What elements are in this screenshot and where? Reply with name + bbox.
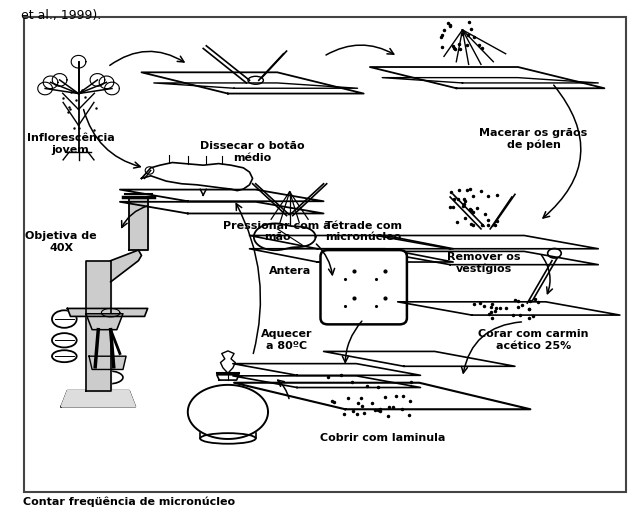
Text: Inflorescência
jovem: Inflorescência jovem [27, 133, 114, 155]
Text: Pressionar com a
mão: Pressionar com a mão [223, 221, 331, 242]
Text: Tétrade com
micronúcleo: Tétrade com micronúcleo [325, 221, 402, 242]
Text: Dissecar o botão
médio: Dissecar o botão médio [200, 141, 305, 163]
Polygon shape [86, 261, 111, 390]
Text: Objetiva de
40X: Objetiva de 40X [25, 231, 97, 253]
Bar [24, 16, 626, 492]
Polygon shape [61, 390, 135, 406]
Polygon shape [67, 309, 148, 317]
Text: Remover os
vestígios: Remover os vestígios [447, 252, 521, 275]
Text: Contar freqüência de micronúcleo: Contar freqüência de micronúcleo [23, 497, 235, 508]
Text: Aquecer
a 80ºC: Aquecer a 80ºC [261, 329, 312, 351]
FancyBboxPatch shape [321, 250, 407, 325]
Text: Antera: Antera [268, 267, 311, 276]
Polygon shape [89, 356, 126, 369]
Text: Cobrir com laminula: Cobrir com laminula [319, 434, 445, 444]
Text: Corar com carmin
acético 25%: Corar com carmin acético 25% [478, 329, 589, 351]
Text: et al., 1999).: et al., 1999). [21, 9, 101, 22]
Polygon shape [86, 314, 123, 330]
Polygon shape [111, 250, 141, 282]
Polygon shape [217, 375, 239, 380]
Polygon shape [129, 197, 148, 250]
Text: Macerar os grãos
de pólen: Macerar os grãos de pólen [480, 128, 588, 149]
